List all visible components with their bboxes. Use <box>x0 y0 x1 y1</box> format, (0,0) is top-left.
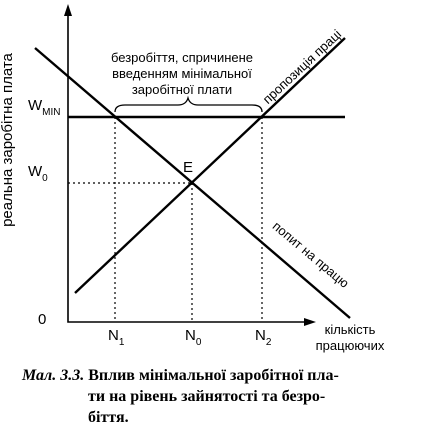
y-arrow <box>64 4 72 16</box>
note-line: заробітної плати <box>132 82 232 97</box>
x-axis-label: кількість <box>325 322 376 337</box>
x-arrow <box>304 318 316 326</box>
supply-curve <box>74 37 346 294</box>
symbol: W <box>28 97 43 114</box>
x-axis-label: працюючих <box>316 338 385 353</box>
caption-line: Мал. 3.3. Вплив мінімальної заробітної п… <box>21 367 339 384</box>
symbol: W <box>28 163 43 180</box>
caption-label: Мал. 3.3. <box>21 367 84 384</box>
symbol: N <box>185 327 196 344</box>
y-axis-label: реальна заробітна плата <box>0 52 16 226</box>
n0-label: N0 <box>185 327 202 348</box>
axes <box>67 10 310 323</box>
brace <box>114 95 263 113</box>
symbol: N <box>108 327 119 344</box>
caption-line: ти на рівень зайнятості та безро- <box>88 388 325 405</box>
subscript: 0 <box>196 337 202 348</box>
note-line: безробіття, спричинене <box>111 50 253 65</box>
symbol: N <box>255 327 266 344</box>
subscript: 2 <box>266 337 272 348</box>
origin: 0 <box>38 311 46 328</box>
wage-0-label: W0 <box>28 163 48 184</box>
caption-text: Вплив мінімальної заробітної пла- <box>88 367 339 384</box>
equilibrium-label: E <box>183 159 193 176</box>
demand-curve <box>34 47 351 319</box>
demand-label: попит на працю <box>270 218 352 291</box>
subscript: 1 <box>119 337 125 348</box>
wage-min-label: WMIN <box>28 97 61 118</box>
supply-label: пропозиція праці <box>260 26 345 106</box>
subscript: 0 <box>42 173 48 184</box>
n2-label: N2 <box>255 327 272 348</box>
n1-label: N1 <box>108 327 125 348</box>
subscript: MIN <box>42 107 60 118</box>
guide-lines <box>68 117 263 322</box>
note-line: введенням мінімальної <box>112 66 252 81</box>
caption-line: біття. <box>88 409 129 426</box>
